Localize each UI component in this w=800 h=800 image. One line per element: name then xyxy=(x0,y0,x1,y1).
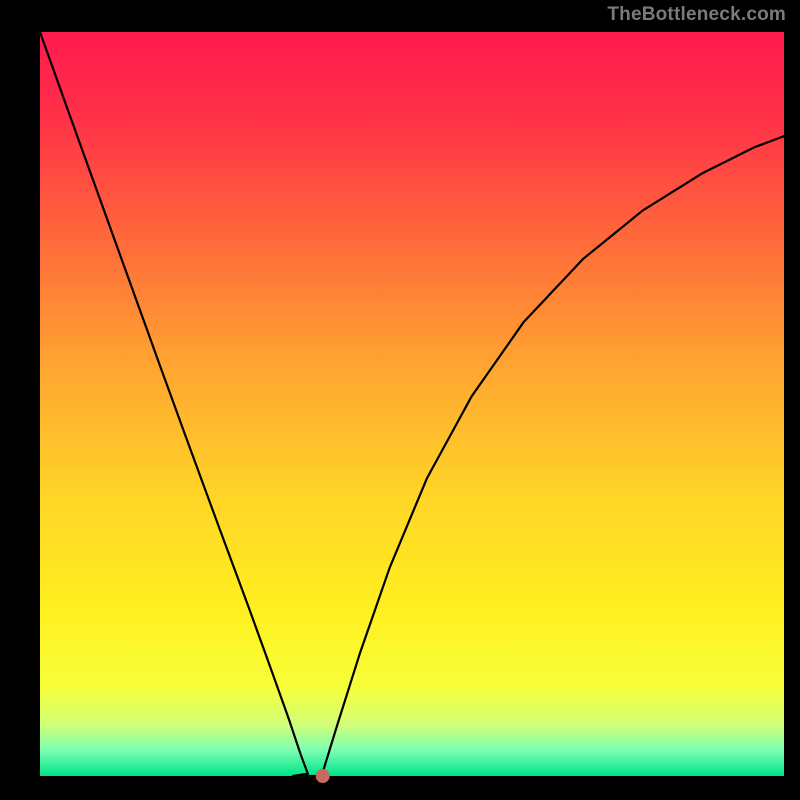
watermark-text: TheBottleneck.com xyxy=(607,4,786,26)
bottleneck-chart xyxy=(0,0,800,800)
chart-container xyxy=(0,0,800,800)
plot-background-gradient xyxy=(40,32,784,776)
minimum-marker-dot xyxy=(316,769,330,783)
